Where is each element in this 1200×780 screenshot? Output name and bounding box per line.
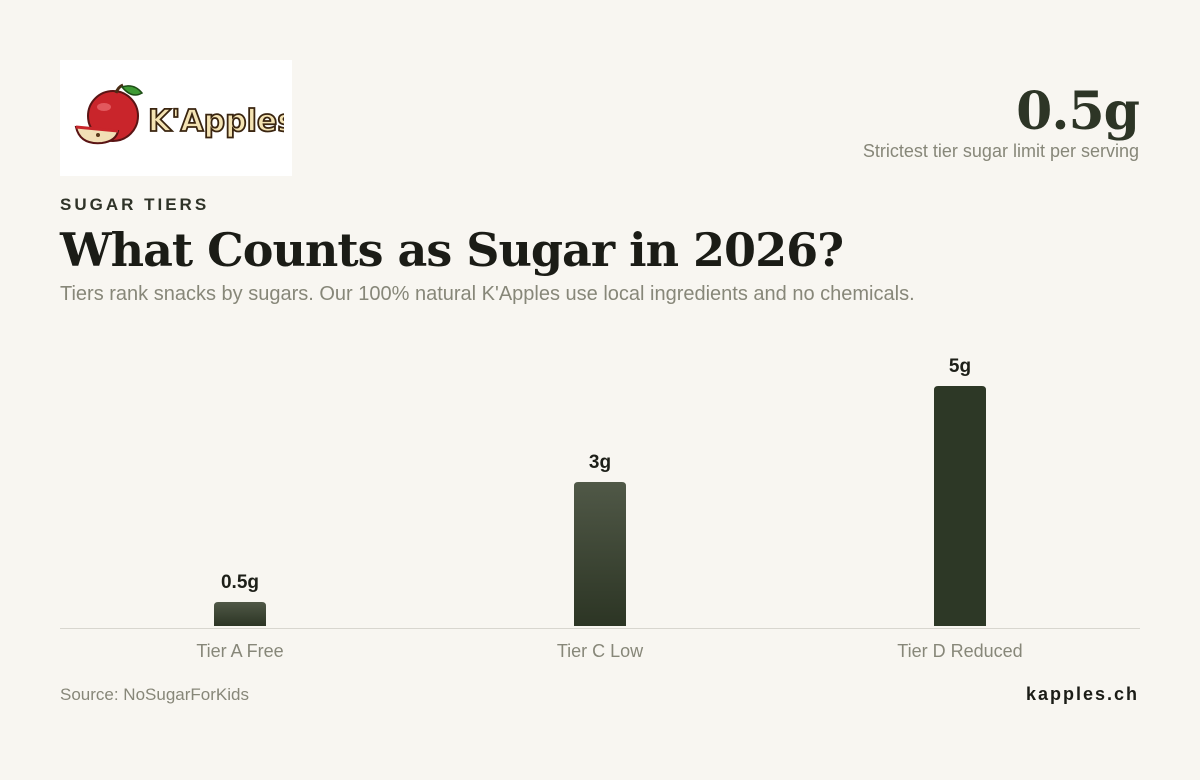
bar-chart: 0.5g Tier A Free 3g Tier C Low 5g Tier D Redu…: [60, 330, 1140, 675]
category-tick-label: Tier A Free: [196, 641, 283, 661]
category-tick-label: Tier D Reduced: [897, 641, 1022, 661]
bar-chart-svg: 0.5g Tier A Free 3g Tier C Low 5g Tier D Redu…: [60, 356, 1140, 661]
apple-logo-icon: K'Apples: [74, 83, 284, 145]
source-note: Source: NoSugarForKids: [60, 685, 249, 704]
bar-tier-c-low: [574, 482, 626, 626]
page-title: What Counts as Sugar in 2026?: [60, 223, 844, 277]
section-eyebrow: SUGAR TIERS: [60, 195, 210, 214]
kpi-panel: 0.5g Strictest tier sugar limit per serv…: [862, 81, 1140, 162]
bar-value-label: 3g: [589, 452, 611, 473]
bar-value-label: 5g: [949, 356, 971, 377]
kpi-value: 0.5g: [1016, 81, 1140, 142]
bar-tier-a-free: [214, 602, 266, 626]
category-tick-label: Tier C Low: [557, 641, 644, 661]
brand-logo: K'Apples: [60, 60, 292, 176]
svg-text:K'Apples: K'Apples: [148, 104, 284, 139]
bar-value-label: 0.5g: [221, 572, 259, 593]
bar-tier-d-reduced: [934, 386, 986, 626]
site-link[interactable]: kapples.ch: [1025, 684, 1139, 704]
kpi-label: Strictest tier sugar limit per serving: [862, 141, 1139, 161]
page-subtitle: Tiers rank snacks by sugars. Our 100% na…: [60, 283, 915, 305]
